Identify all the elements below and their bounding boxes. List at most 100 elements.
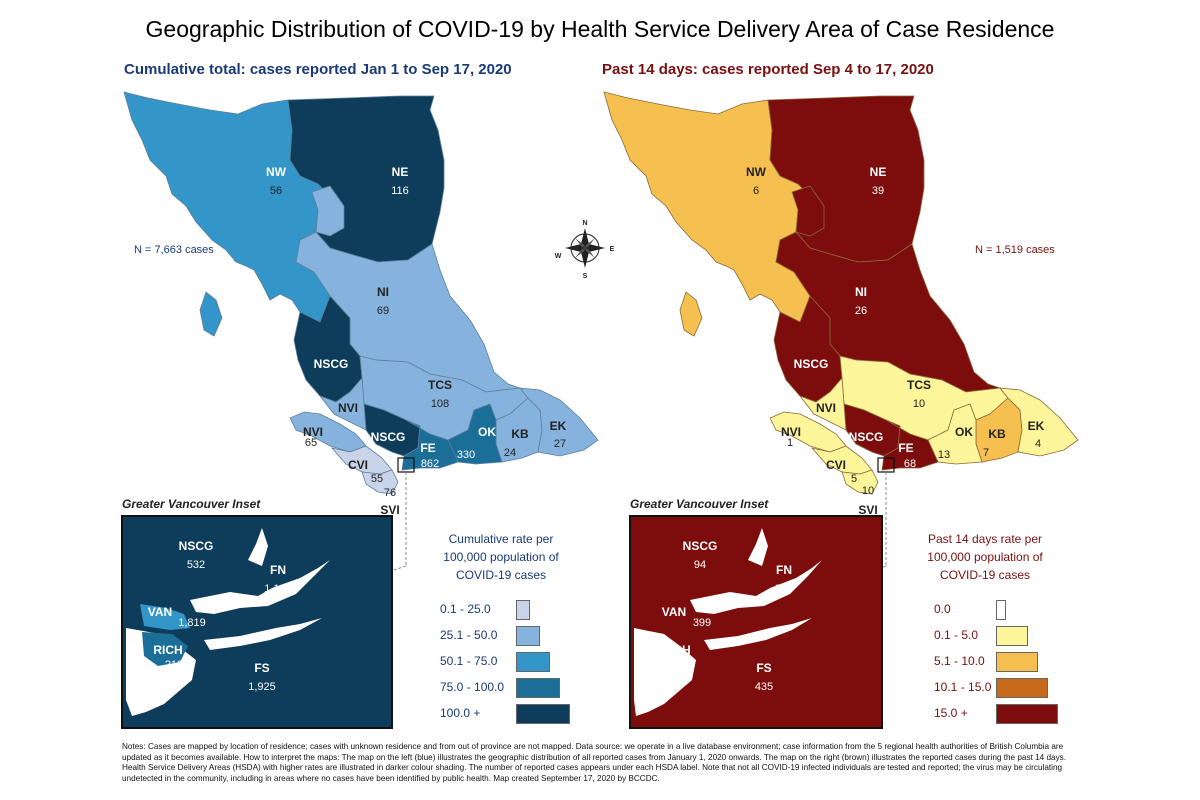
right-count-ok: 13 [938,449,950,461]
legend-swatch [516,652,550,672]
left-island-haida [199,291,223,337]
right-label-nvi-upper: NVI [816,401,836,415]
legend-row: 10.1 - 15.0 [934,678,1050,698]
right-label-ek: EK [1028,419,1045,433]
right-label-nw: NW [746,165,767,179]
right-label-nscg2: NSCG [849,430,884,444]
left-label-nscg: NSCG [314,357,349,371]
legend-row: 25.1 - 50.0 [440,626,542,646]
left-inset-count-fn: 1,132 [264,583,292,595]
legend-label: 0.0 [934,602,951,616]
left-count-ne: 116 [391,185,409,197]
right-inset-count-fs: 435 [755,681,773,693]
right-region-ek[interactable] [999,387,1079,457]
right-label-fe: FE [898,441,913,455]
right-map [603,91,1079,571]
legend-swatch [516,626,540,646]
right-label-nscg: NSCG [794,357,829,371]
right-count-svi: 10 [862,485,874,497]
right-inset [629,515,883,729]
left-count-kb: 24 [504,447,516,459]
left-count-fe: 862 [421,458,439,470]
right-count-ni: 26 [855,305,867,317]
legend-swatch [516,600,530,620]
left-label-nvi-upper: NVI [338,401,358,415]
right-label-ok: OK [955,425,973,439]
left-region-ni-notch[interactable] [311,185,345,237]
right-region-ni-notch[interactable] [791,185,825,237]
left-label-fe: FE [420,441,435,455]
right-label-ni: NI [855,285,867,299]
right-case-count: N = 1,519 cases [975,244,1055,256]
left-inset-count-van: 1,819 [178,617,206,629]
left-legend-title: Cumulative rate per 100,000 population o… [443,532,559,582]
left-count-ok: 330 [457,449,475,461]
right-count-fe: 68 [904,458,916,470]
left-inset-count-nscg: 532 [187,559,205,571]
left-label-nw: NW [266,165,287,179]
left-inset-label-fn: FN [270,563,286,577]
left-inset-label-rich: RICH [153,643,182,657]
left-label-nvi: NVI [303,425,323,439]
left-map-subtitle: Cumulative total: cases reported Jan 1 t… [124,61,512,78]
right-label-nvi: NVI [781,425,801,439]
legend-label: 5.1 - 10.0 [934,654,985,668]
left-count-ek: 27 [554,438,566,450]
legend-swatch [516,678,560,698]
legend-row: 15.0 + [934,704,1060,724]
legend-row: 0.1 - 25.0 [440,600,532,620]
compass-rose-icon: N S E W [555,220,615,280]
left-region-fe[interactable] [401,419,459,471]
right-count-nvi: 1 [787,437,793,449]
right-region-svi[interactable] [841,469,879,495]
compass-w: W [555,253,562,260]
compass-n: N [582,220,587,227]
left-label-ok: OK [478,425,496,439]
left-inset [121,515,393,729]
legend-label: 10.1 - 15.0 [934,680,992,694]
legend-swatch [516,704,570,724]
legend-label: 15.0 + [934,706,968,720]
left-label-nscg2: NSCG [371,430,406,444]
right-inset-label-fn: FN [776,563,792,577]
right-label-kb: KB [988,427,1006,441]
left-count-ni: 69 [377,305,389,317]
legend-label: 75.0 - 100.0 [440,680,505,694]
right-region-nvi-upper[interactable] [798,377,847,431]
right-map-subtitle: Past 14 days: cases reported Sep 4 to 17… [602,61,934,78]
legend-row: 100.0 + [440,704,572,724]
left-inset-count-rich: 219 [165,659,183,671]
left-map-labels: NW 56 NE 116 NI 69 NSCG TCS 108 NVI NVI … [266,165,567,517]
legend-swatch [996,678,1048,698]
legend-label: 50.1 - 75.0 [440,654,498,668]
left-region-ek[interactable] [519,387,599,457]
legend-label: 0.1 - 5.0 [934,628,979,642]
right-label-ne: NE [870,165,887,179]
right-inset-title: Greater Vancouver Inset [630,497,769,511]
left-region-nvi-upper[interactable] [318,377,367,431]
left-count-svi: 76 [384,487,396,499]
left-label-ni: NI [377,285,389,299]
right-count-ek: 4 [1035,438,1041,450]
right-count-tcs: 10 [913,398,925,410]
left-count-nw: 56 [270,185,282,197]
right-region-fe[interactable] [881,419,939,471]
right-count-cvi: 5 [851,473,857,485]
left-region-svi[interactable] [361,469,399,495]
left-count-tcs: 108 [431,398,449,410]
left-count-cvi: 55 [371,473,383,485]
right-label-tcs: TCS [907,378,931,392]
legend-label: 0.1 - 25.0 [440,602,491,616]
left-inset-label-fs: FS [254,661,269,675]
left-label-svi: SVI [380,503,399,517]
right-inset-count-rich: 50 [674,659,686,671]
left-label-ne: NE [392,165,409,179]
right-inset-label-nscg: NSCG [683,539,718,553]
legend-row: 75.0 - 100.0 [440,678,562,698]
legend-row: 0.1 - 5.0 [934,626,1030,646]
compass-s: S [583,273,588,280]
right-count-kb: 7 [983,447,989,459]
left-inset-label-nscg: NSCG [179,539,214,553]
left-label-tcs: TCS [428,378,452,392]
